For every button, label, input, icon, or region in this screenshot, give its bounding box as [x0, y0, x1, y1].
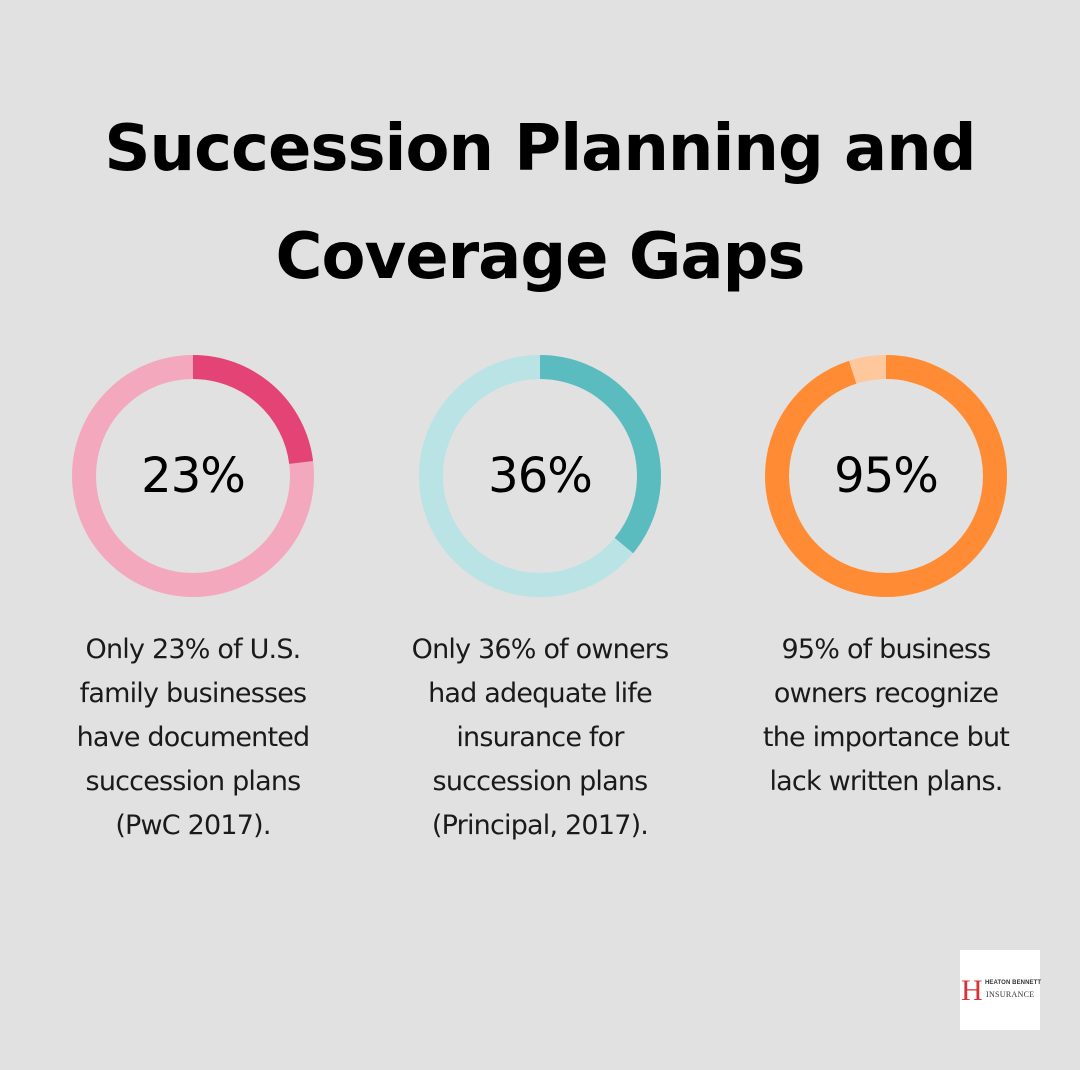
stat-caption: Only 36% of owners had adequate life ins… [390, 628, 690, 848]
company-logo: H HEATON BENNETT INSURANCE [960, 950, 1042, 1030]
stat-card-36: 36% Only 36% of owners had adequate life… [390, 354, 690, 848]
caption-line: Only 23% of U.S. [85, 634, 302, 665]
caption-line: had adequate life [428, 678, 653, 709]
caption-line: Only 36% of owners [411, 634, 670, 665]
donut-value: 23% [141, 448, 246, 504]
stat-caption: 95% of business owners recognize the imp… [736, 628, 1036, 804]
stat-card-95: 95% 95% of business owners recognize the… [736, 354, 1036, 804]
donut-ring [765, 355, 1007, 597]
page-title: Succession Planning and Coverage Gaps [0, 95, 1080, 311]
donut-ring [72, 355, 314, 597]
donut-ring [419, 355, 661, 597]
caption-line: (PwC 2017). [115, 810, 271, 841]
stat-caption: Only 23% of U.S. family businesses have … [43, 628, 343, 848]
donut-value: 36% [488, 448, 593, 504]
caption-line: family businesses [79, 678, 307, 709]
donut-value: 95% [834, 448, 939, 504]
stat-card-23: 23% Only 23% of U.S. family businesses h… [43, 354, 343, 848]
logo-company-type: INSURANCE [986, 990, 1035, 999]
logo-company-name: HEATON BENNETT [985, 980, 1042, 986]
title-line-1: Succession Planning and [104, 112, 976, 186]
caption-line: succession plans [85, 766, 302, 797]
caption-line: have documented [76, 722, 311, 753]
title-line-2: Coverage Gaps [275, 220, 806, 294]
donut-chart: 95% [764, 354, 1008, 598]
caption-line: owners recognize [773, 678, 999, 709]
caption-line: insurance for [456, 722, 624, 753]
caption-line: lack written plans. [769, 766, 1003, 797]
caption-line: the importance but [762, 722, 1010, 753]
caption-line: succession plans [432, 766, 649, 797]
logo-initial: H [961, 974, 983, 1007]
caption-line: 95% of business [781, 634, 992, 665]
donut-chart: 36% [418, 354, 662, 598]
donut-chart: 23% [71, 354, 315, 598]
caption-line: (Principal, 2017). [431, 810, 649, 841]
